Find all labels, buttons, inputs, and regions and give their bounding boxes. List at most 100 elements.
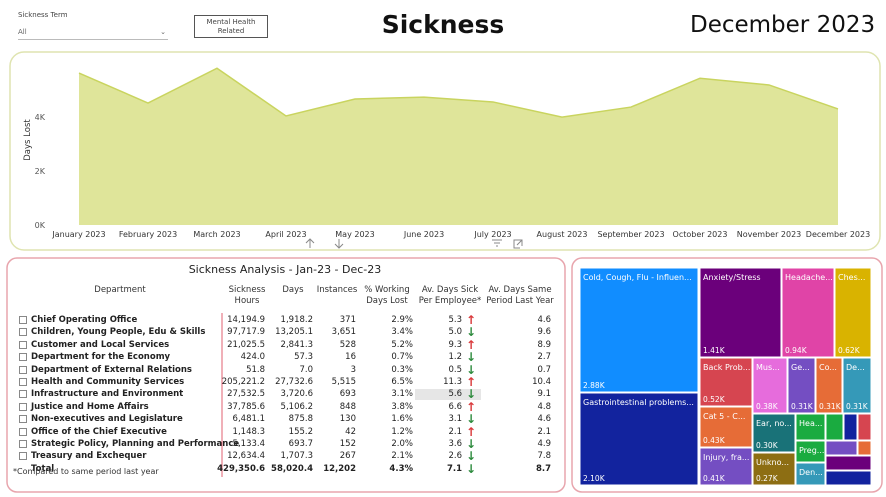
expand-icon xyxy=(19,402,27,411)
tile xyxy=(699,447,753,486)
expand-icon xyxy=(19,316,27,324)
table-cell: 37,785.6 xyxy=(227,401,265,412)
table-cell: 3,651 xyxy=(331,327,356,338)
highlight xyxy=(415,389,481,401)
tile xyxy=(781,267,835,358)
tile xyxy=(787,357,816,414)
tile-value: 0.62K xyxy=(838,346,861,355)
table-cell: 2.9% xyxy=(391,315,413,325)
table-cell: 3.4% xyxy=(391,327,413,338)
arrow-down: ↓ xyxy=(466,350,477,365)
table-cell: 8.7 xyxy=(535,463,551,474)
expand-icon xyxy=(19,340,27,349)
tile-label: Cat 5 - C... xyxy=(703,412,745,421)
table-cell: 27,732.6 xyxy=(275,377,313,387)
y-axis-label: Days Lost xyxy=(23,119,33,161)
tile xyxy=(795,413,826,441)
table-cell: 0.5 xyxy=(448,364,462,375)
filter-icon[interactable] xyxy=(492,239,502,247)
tile-label: Ear, no... xyxy=(756,419,792,428)
table-cell: 528 xyxy=(339,339,356,350)
tile xyxy=(825,455,872,471)
tile-value: 0.52K xyxy=(703,395,726,404)
chevron: ⌄ xyxy=(160,28,166,36)
table-cell: 2.0% xyxy=(391,439,413,449)
tile-value: 2.88K xyxy=(583,381,606,390)
tile-label: Hea... xyxy=(799,419,822,428)
table-cell: 51.8 xyxy=(246,364,265,375)
expand-icon xyxy=(19,452,27,461)
table-cell: 1.2% xyxy=(391,426,413,437)
table-cell: 7.8 xyxy=(537,451,551,462)
tile-label: Mus... xyxy=(756,363,780,372)
department: Non-executives and Legislature xyxy=(31,414,183,425)
table-cell: 4.8 xyxy=(537,401,551,412)
table-cell: 0.3% xyxy=(391,364,413,375)
period: December 2023 xyxy=(690,12,876,38)
expand-icon xyxy=(19,328,27,337)
focus-icon[interactable] xyxy=(513,239,523,249)
column-header: Av. Days Sick Per Employee* xyxy=(418,285,482,306)
toolbar xyxy=(305,238,523,249)
expand-icon xyxy=(19,427,27,436)
arrow-down: ↓ xyxy=(466,449,477,464)
tile-value: 0.31K xyxy=(819,402,842,411)
table-cell: 5,133.4 xyxy=(232,439,265,449)
tile-value: 0.31K xyxy=(791,402,814,411)
arrow-down: ↓ xyxy=(466,461,477,476)
table-cell: 7.0 xyxy=(299,364,313,375)
tile xyxy=(579,392,699,486)
tile-label: Headache... xyxy=(785,273,833,282)
tile xyxy=(752,413,796,453)
table-cell: 21,025.5 xyxy=(227,339,265,350)
column-header: Sickness Hours xyxy=(228,285,266,306)
filter-dropdown[interactable]: All ⌄ xyxy=(18,25,168,40)
mental-health-button[interactable]: Mental Health Related xyxy=(194,15,268,38)
table-cell: 4.6 xyxy=(537,414,551,425)
area xyxy=(79,68,838,225)
tile-label: Anxiety/Stress xyxy=(703,273,761,282)
y-tick-label: 2K xyxy=(35,167,46,176)
table-cell: 3.6 xyxy=(448,439,462,449)
table-title: Sickness Analysis - Jan-23 - Dec-23 xyxy=(188,263,382,276)
table-cell: 4.3% xyxy=(389,463,413,474)
x-tick-label: June 2023 xyxy=(403,230,444,239)
table-cell: 848 xyxy=(339,401,356,412)
x-tick-label: November 2023 xyxy=(737,230,802,239)
table-cell: 3.1% xyxy=(391,389,413,400)
table-cell: 429,350.6 xyxy=(217,463,265,474)
table-cell: 3.1 xyxy=(448,414,462,425)
tile-value: 0.94K xyxy=(785,346,808,355)
table-cell: 0.7% xyxy=(391,352,413,363)
expand-icon xyxy=(19,440,27,448)
table-cell: 155.2 xyxy=(288,426,313,437)
x-tick-label: December 2023 xyxy=(806,230,870,239)
arrow-up: ↑ xyxy=(466,375,477,389)
expand-icon xyxy=(19,378,27,386)
tile xyxy=(752,452,796,486)
x-tick-label: February 2023 xyxy=(119,230,177,239)
table-cell: 2.1 xyxy=(448,426,462,437)
tile xyxy=(795,462,826,486)
table-cell: 1,918.2 xyxy=(280,315,313,325)
drill-up-icon[interactable] xyxy=(305,238,315,248)
x-tick-label: July 2023 xyxy=(473,230,511,239)
tile-label: Co... xyxy=(819,363,837,372)
tile xyxy=(795,440,826,463)
table-cell: 4.6 xyxy=(537,315,551,325)
drill-down-icon[interactable] xyxy=(334,239,344,249)
table-cell: 130 xyxy=(339,414,356,425)
column-header: Days xyxy=(282,285,304,295)
table-cell: 6,481.1 xyxy=(232,414,265,425)
table-cell: 10.4 xyxy=(532,377,551,387)
department: Strategic Policy, Planning and Performan… xyxy=(31,439,240,449)
department: Department for the Economy xyxy=(31,352,171,363)
tile-label: Unkno... xyxy=(756,458,789,467)
column-header: Department xyxy=(94,285,146,295)
table-cell: 4.9 xyxy=(537,439,551,449)
tile-value: 0.43K xyxy=(703,436,726,445)
table-cell: 5,106.2 xyxy=(280,401,313,412)
